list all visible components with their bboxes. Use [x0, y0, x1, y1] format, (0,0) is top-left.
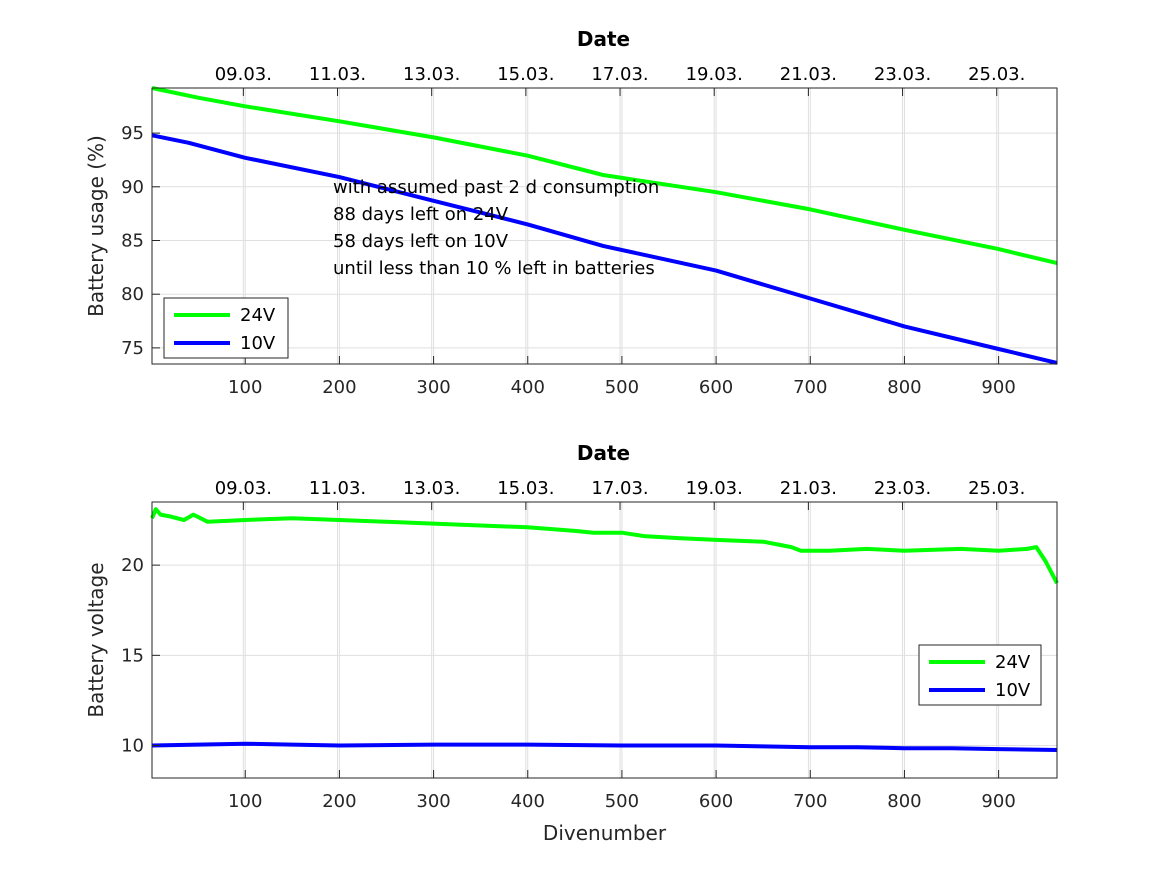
x-tick-label: 100	[228, 377, 262, 398]
x-tick-label: 300	[416, 377, 450, 398]
axes-title: Date	[577, 27, 630, 51]
date-tick-label: 23.03.	[874, 64, 931, 85]
x-tick-label: 300	[416, 791, 450, 812]
date-tick-label: 13.03.	[403, 64, 460, 85]
date-tick-label: 13.03.	[403, 478, 460, 499]
legend-label-24v: 24V	[240, 305, 276, 326]
x-tick-label: 500	[605, 791, 639, 812]
date-tick-label: 25.03.	[968, 478, 1025, 499]
x-tick-label: 900	[981, 377, 1015, 398]
y-tick-label: 80	[121, 284, 144, 305]
x-tick-label: 800	[887, 377, 921, 398]
date-tick-label: 21.03.	[780, 478, 837, 499]
x-tick-label: 200	[322, 791, 356, 812]
date-tick-label: 21.03.	[780, 64, 837, 85]
y-tick-label: 20	[121, 555, 144, 576]
y-tick-label: 75	[121, 338, 144, 359]
annotation-line: with assumed past 2 d consumption	[333, 177, 659, 198]
date-tick-label: 09.03.	[215, 64, 272, 85]
x-tick-label: 800	[887, 791, 921, 812]
annotation-line: 58 days left on 10V	[333, 231, 509, 252]
x-tick-label: 500	[605, 377, 639, 398]
date-tick-label: 25.03.	[968, 64, 1025, 85]
x-tick-label: 600	[699, 791, 733, 812]
date-tick-label: 19.03.	[686, 64, 743, 85]
y-axis-label: Battery usage (%)	[84, 135, 108, 317]
plot-area	[152, 502, 1057, 778]
date-tick-label: 11.03.	[309, 478, 366, 499]
battery-voltage-axes: 100 200 300 400 500 600 700 800 900 10 15 20 09.03. 1…	[84, 441, 1057, 845]
x-axis-label: Divenumber	[543, 821, 667, 845]
date-tick-label: 15.03.	[497, 64, 554, 85]
y-tick-label: 10	[121, 736, 144, 757]
x-tick-label: 400	[511, 377, 545, 398]
legend-label-24v: 24V	[995, 652, 1031, 673]
date-tick-label: 17.03.	[591, 478, 648, 499]
annotation-line: 88 days left on 24V	[333, 204, 509, 225]
legend-label-10v: 10V	[240, 333, 276, 354]
date-tick-label: 23.03.	[874, 478, 931, 499]
date-tick-label: 09.03.	[215, 478, 272, 499]
x-tick-label: 900	[981, 791, 1015, 812]
y-tick-label: 85	[121, 230, 144, 251]
date-tick-label: 17.03.	[591, 64, 648, 85]
x-tick-label: 100	[228, 791, 262, 812]
axes-title: Date	[577, 441, 630, 465]
x-tick-label: 200	[322, 377, 356, 398]
date-tick-label: 19.03.	[686, 478, 743, 499]
x-tick-label: 400	[511, 791, 545, 812]
battery-usage-axes: 100 200 300 400 500 600 700 800 900 75 80 85 90 95 09.…	[84, 27, 1057, 398]
y-tick-label: 95	[121, 123, 144, 144]
date-tick-label: 15.03.	[497, 478, 554, 499]
x-tick-label: 700	[793, 791, 827, 812]
y-axis-label: Battery voltage	[84, 562, 108, 717]
y-tick-label: 15	[121, 645, 144, 666]
annotation-line: until less than 10 % left in batteries	[333, 258, 655, 279]
legend-label-10v: 10V	[995, 680, 1031, 701]
x-tick-label: 700	[793, 377, 827, 398]
y-tick-label: 90	[121, 177, 144, 198]
date-tick-label: 11.03.	[309, 64, 366, 85]
x-tick-label: 600	[699, 377, 733, 398]
